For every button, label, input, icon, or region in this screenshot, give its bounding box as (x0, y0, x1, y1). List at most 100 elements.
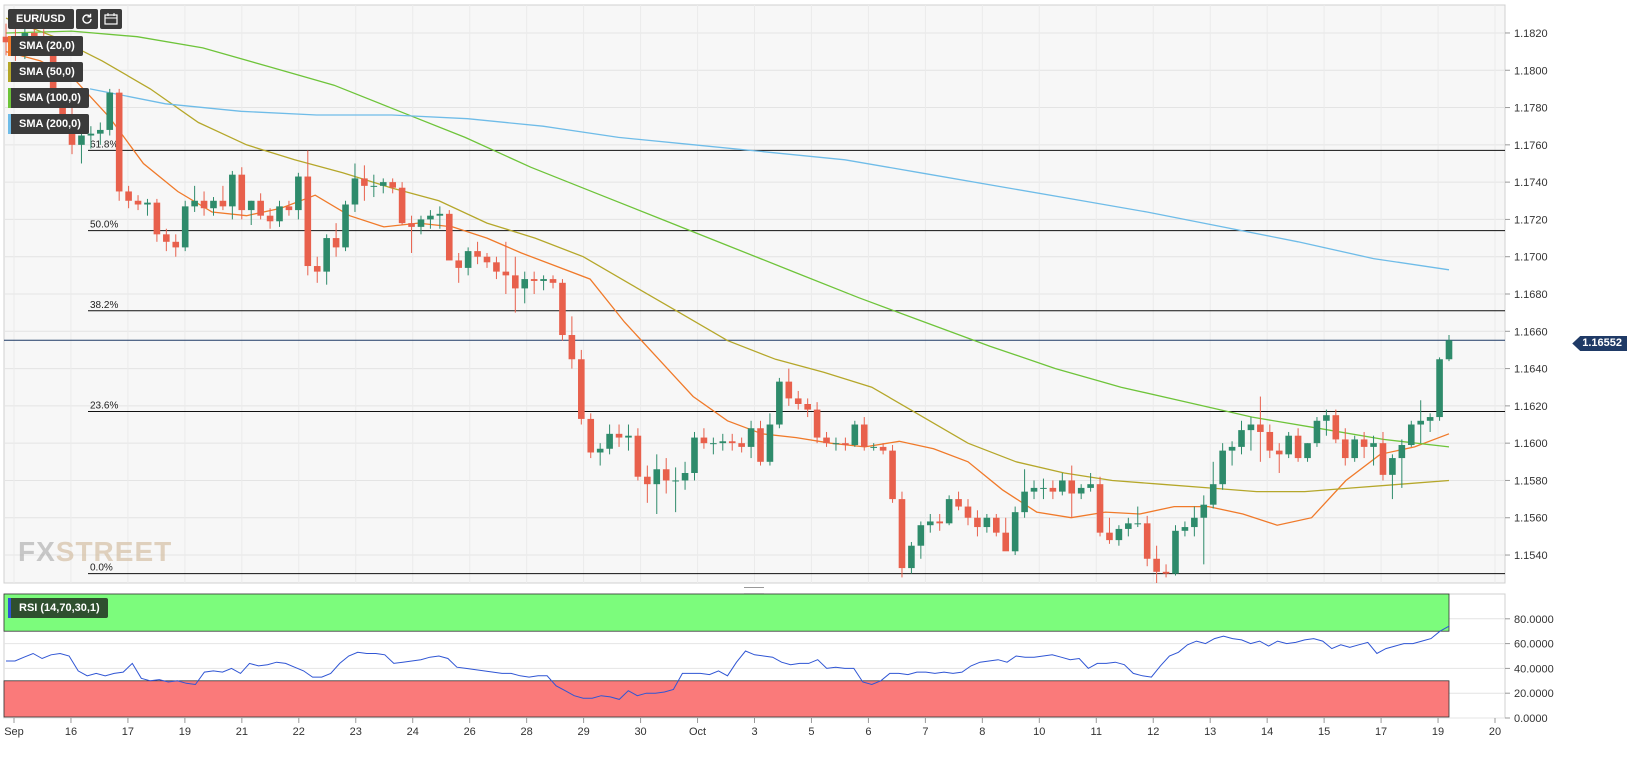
candle-body (1351, 439, 1358, 459)
candle-body (153, 202, 161, 235)
candle-body (587, 418, 595, 453)
pane-resize-handle[interactable] (744, 587, 764, 594)
fib-level-label: 0.0% (90, 563, 113, 574)
candle-body (1370, 443, 1377, 447)
candle-body (370, 185, 378, 187)
symbol-button[interactable]: EUR/USD (8, 9, 74, 29)
candle-body (625, 435, 632, 438)
y-tick-label: 1.1660 (1514, 326, 1548, 338)
sma200-line (89, 88, 1450, 271)
calendar-icon[interactable] (99, 9, 122, 29)
candle-body (115, 92, 123, 192)
candle-body (144, 202, 151, 205)
y-tick-label: 1.1620 (1514, 401, 1548, 413)
candle-body (634, 435, 642, 477)
candle-body (832, 443, 840, 445)
fib-level-label: 50.0% (90, 220, 118, 231)
y-tick-label: 1.1820 (1514, 28, 1548, 40)
x-tick-label: 10 (1033, 726, 1045, 738)
candle-body (134, 200, 142, 205)
candle-body (1417, 420, 1425, 425)
candle-body (568, 335, 576, 360)
candle-body (1106, 532, 1113, 541)
candle-body (1247, 424, 1255, 431)
candle-body (813, 409, 821, 438)
candle-body (549, 279, 557, 283)
candle-body (983, 517, 991, 528)
legend-label: SMA (200,0) (11, 114, 89, 134)
candle-body (1077, 487, 1085, 494)
legend-swatch (8, 598, 11, 618)
legend-sma20[interactable]: SMA (20,0) (8, 36, 83, 56)
candle-body (163, 234, 170, 242)
x-tick-label: Oct (689, 726, 706, 738)
candle-body (1323, 415, 1330, 421)
x-tick-label: 19 (179, 726, 191, 738)
candle-body (257, 200, 264, 216)
y-tick-label: 1.1680 (1514, 289, 1548, 301)
candle-body (776, 381, 783, 425)
candle-body (1275, 450, 1283, 455)
candle-body (229, 174, 236, 207)
candle-body (1379, 443, 1387, 475)
candle-body (1228, 446, 1236, 451)
x-tick-label: Sep (4, 726, 24, 738)
candle-body (1219, 450, 1226, 485)
legend-sma50[interactable]: SMA (50,0) (8, 62, 83, 82)
y-tick-label: 1.1800 (1514, 65, 1548, 77)
legend-sma100[interactable]: SMA (100,0) (8, 88, 89, 108)
rsi-line (6, 625, 1450, 700)
y-tick-label: 1.1760 (1514, 140, 1548, 152)
candle-body (1021, 491, 1028, 513)
candle-body (1002, 532, 1010, 552)
candle-body (1285, 435, 1292, 455)
x-tick-label: 3 (751, 726, 757, 738)
candle-body (1143, 523, 1151, 559)
candle-body (955, 499, 962, 507)
candle-body (1360, 439, 1368, 447)
candle-body (860, 424, 868, 447)
candle-body (1172, 530, 1179, 574)
candle-body (398, 187, 406, 224)
candle-body (1294, 435, 1302, 459)
x-tick-label: 5 (808, 726, 814, 738)
legend-label: SMA (20,0) (11, 36, 83, 56)
candle-body (417, 219, 425, 227)
candle-body (1426, 417, 1434, 421)
x-tick-label: 11 (1091, 726, 1102, 738)
candle-body (1313, 420, 1321, 444)
x-tick-label: 21 (236, 726, 248, 738)
candle-body (125, 191, 132, 201)
candle-body (1266, 431, 1274, 451)
x-tick-label: 24 (407, 726, 419, 738)
candle-body (1040, 487, 1047, 489)
x-tick-label: 19 (1432, 726, 1444, 738)
y-tick-label: 1.1780 (1514, 103, 1548, 115)
fib-level-label: 23.6% (90, 400, 118, 411)
rsi-y-tick-label: 40.0000 (1514, 663, 1554, 675)
refresh-icon[interactable] (75, 9, 98, 29)
candle-body (379, 182, 387, 186)
x-tick-label: 28 (521, 726, 533, 738)
legend-sma200[interactable]: SMA (200,0) (8, 114, 89, 134)
legend-swatch (8, 114, 11, 134)
y-tick-label: 1.1700 (1514, 252, 1548, 264)
candle-body (898, 499, 906, 569)
x-tick-label: 12 (1147, 726, 1159, 738)
x-tick-label: 13 (1204, 726, 1216, 738)
candle-body (1030, 487, 1038, 492)
legend-rsi[interactable]: RSI (14,70,30,1) (8, 598, 108, 618)
x-tick-label: 22 (293, 726, 305, 738)
candle-body (304, 176, 312, 267)
sma20-line (5, 50, 1450, 526)
candle-body (917, 525, 925, 546)
rsi-y-tick-label: 80.0000 (1514, 614, 1554, 626)
x-tick-label: 16 (65, 726, 77, 738)
candle-body (851, 424, 859, 446)
x-tick-label: 15 (1318, 726, 1330, 738)
candle-body (757, 428, 764, 462)
candle-body (313, 266, 321, 272)
candle-body (1341, 439, 1349, 459)
legend-label: SMA (50,0) (11, 62, 83, 82)
candle-body (408, 223, 415, 227)
